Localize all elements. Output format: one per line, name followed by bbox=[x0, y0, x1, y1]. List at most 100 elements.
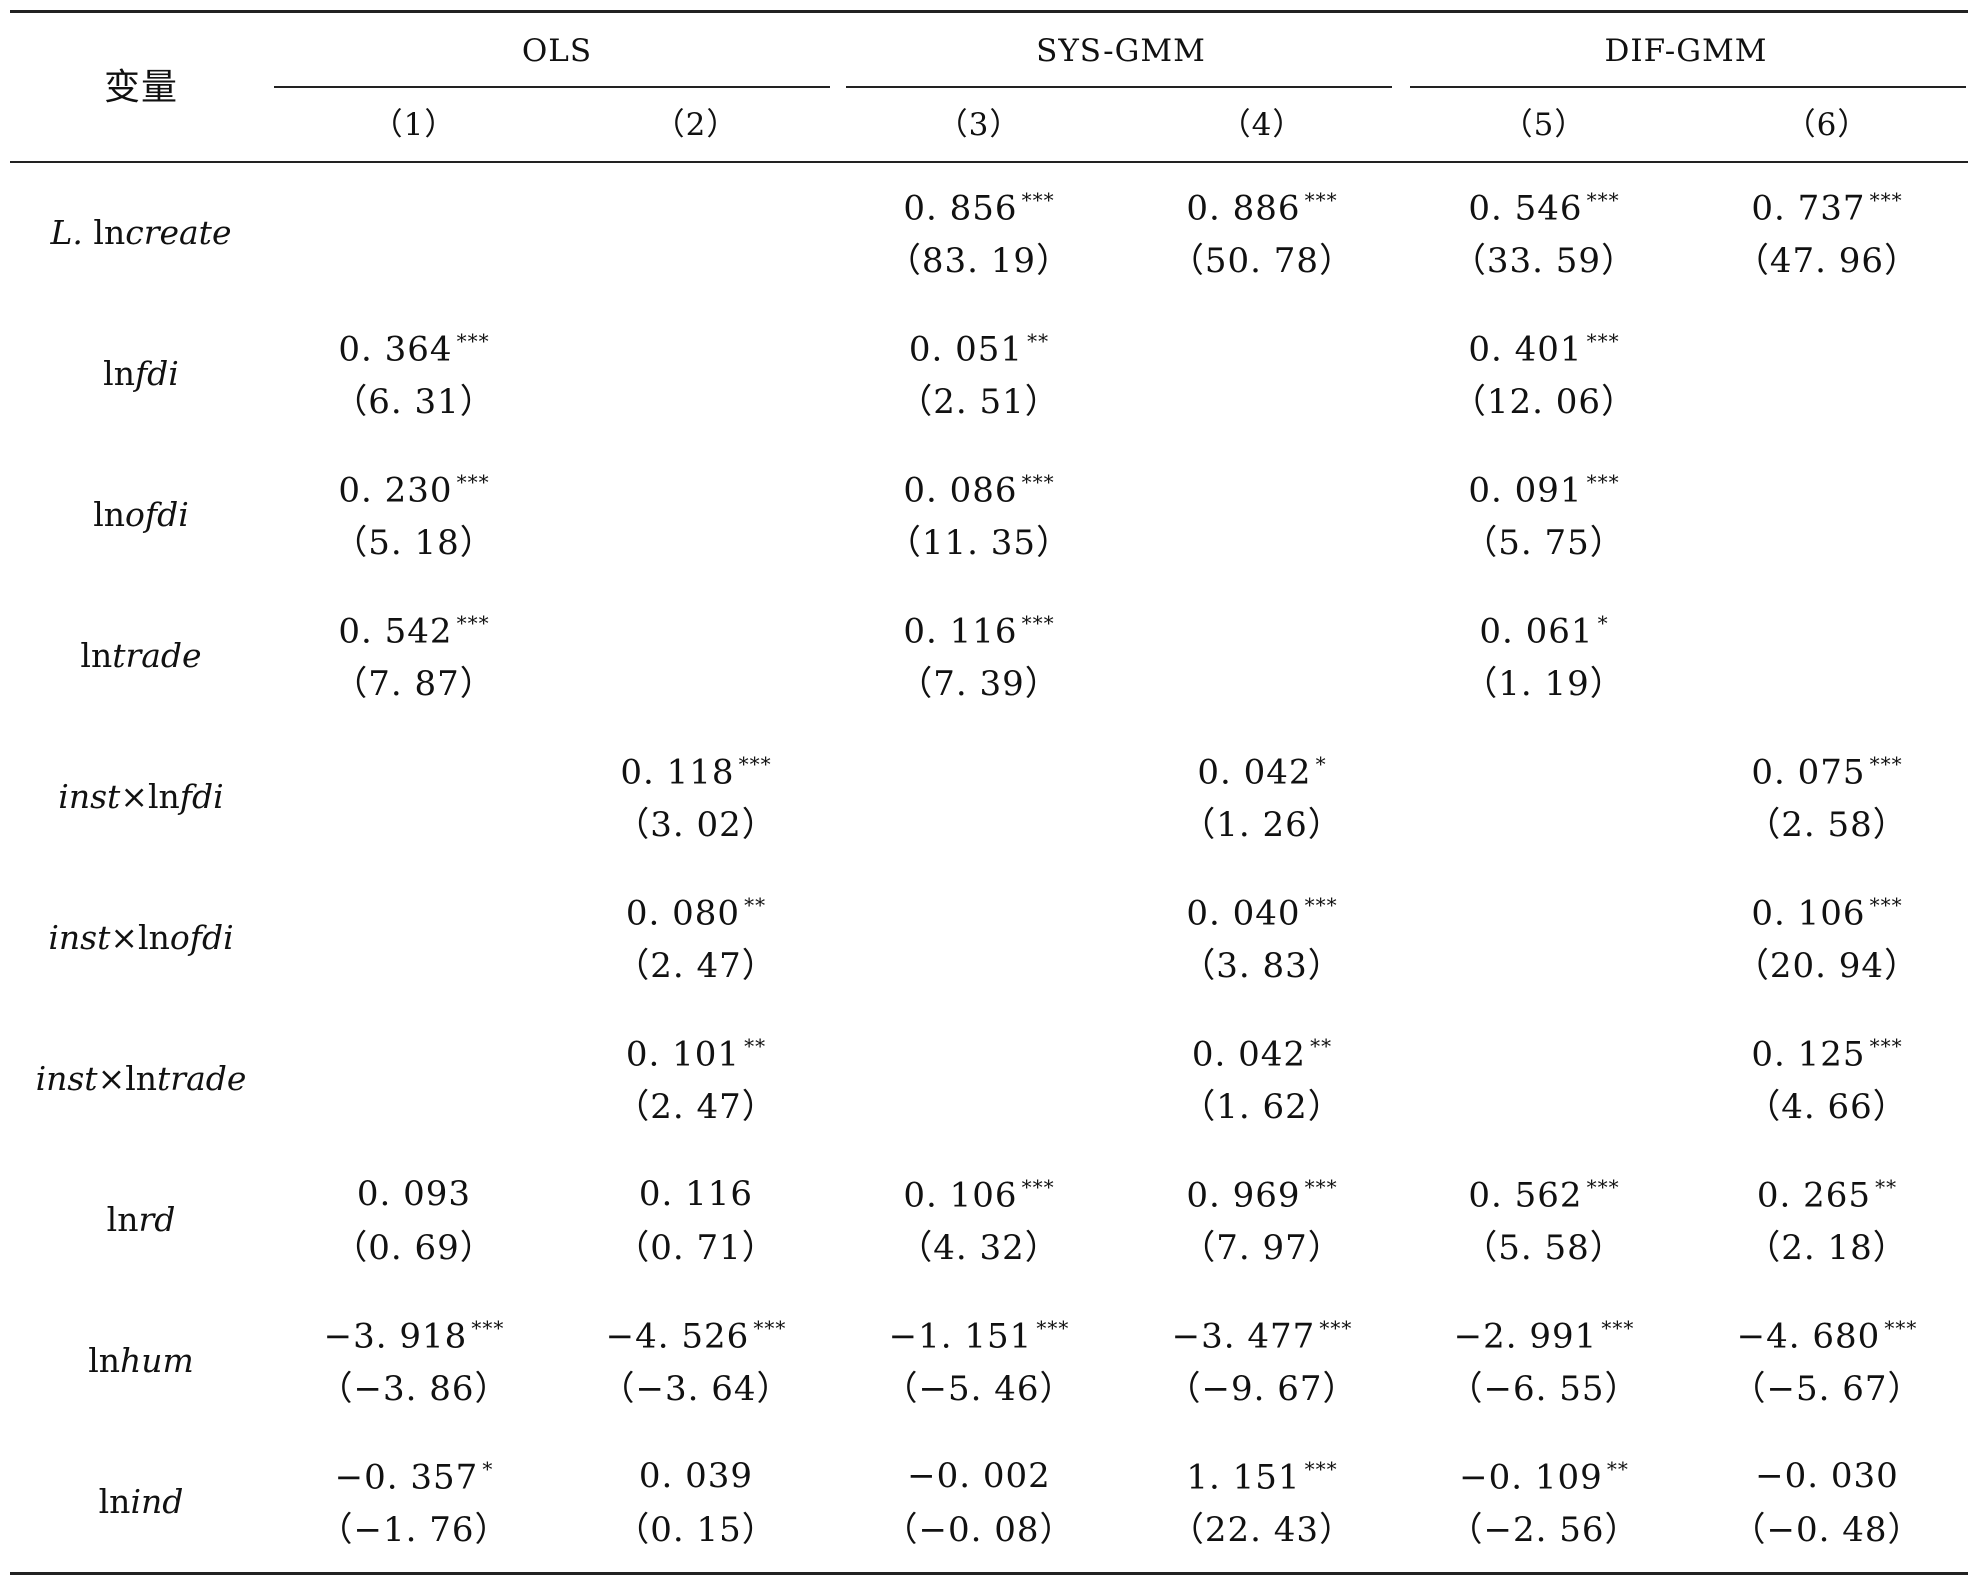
variable-label-part: fdi bbox=[134, 354, 179, 393]
significance-stars: *** bbox=[1601, 1316, 1635, 1340]
coefficient-cell: 0. 106 *** bbox=[1751, 895, 1902, 930]
t-statistic-cell: （6. 31） bbox=[333, 382, 495, 422]
t-statistic-cell: （2. 58） bbox=[1746, 805, 1908, 845]
coefficient-value: −0. 030 bbox=[1755, 1456, 1899, 1496]
coefficient-cell: 0. 091 *** bbox=[1468, 472, 1619, 507]
coefficient-cell: −0. 109 ** bbox=[1459, 1459, 1629, 1494]
coefficient-cell: 0. 230 *** bbox=[338, 472, 489, 507]
header-rule bbox=[10, 161, 1968, 163]
t-statistic-cell: （1. 26） bbox=[1181, 805, 1343, 845]
coefficient-value: 0. 230 bbox=[338, 470, 453, 511]
coefficient-cell: 0. 101 ** bbox=[626, 1036, 766, 1071]
coefficient-cell: −3. 918 *** bbox=[324, 1318, 505, 1353]
coefficient-cell: 0. 093 bbox=[357, 1177, 471, 1211]
variable-label-part: hum bbox=[120, 1341, 194, 1380]
t-statistic-cell: （−6. 55） bbox=[1448, 1369, 1640, 1409]
t-statistic-cell: （7. 97） bbox=[1181, 1228, 1343, 1268]
t-statistic-cell: （2. 47） bbox=[615, 946, 777, 986]
significance-stars: ** bbox=[744, 893, 767, 917]
variable-label-part: inst bbox=[35, 1059, 98, 1098]
t-statistic-cell: （5. 75） bbox=[1463, 523, 1625, 563]
variable-label-part: trade bbox=[112, 636, 202, 675]
row-variable-label: inst×lnofdi bbox=[0, 921, 282, 954]
significance-stars: *** bbox=[1304, 1175, 1338, 1199]
variable-label-part: ×ln bbox=[110, 918, 170, 957]
significance-stars: * bbox=[1315, 752, 1327, 776]
row-variable-label: lnofdi bbox=[0, 498, 282, 531]
coefficient-cell: 0. 116 *** bbox=[903, 613, 1054, 648]
group-header-sys-gmm: SYS-GMM bbox=[1036, 33, 1206, 69]
coefficient-value: 0. 106 bbox=[903, 1175, 1018, 1216]
coefficient-value: −2. 991 bbox=[1453, 1316, 1598, 1357]
coefficient-cell: 0. 969 *** bbox=[1186, 1177, 1337, 1212]
coefficient-cell: 0. 118 *** bbox=[620, 754, 771, 789]
t-statistic-cell: （0. 71） bbox=[615, 1228, 777, 1268]
row-variable-label: lnind bbox=[0, 1485, 282, 1518]
t-statistic-cell: （5. 18） bbox=[333, 523, 495, 563]
significance-stars: *** bbox=[456, 329, 490, 353]
significance-stars: *** bbox=[753, 1316, 787, 1340]
t-statistic-cell: （−1. 76） bbox=[318, 1510, 510, 1550]
coefficient-value: −3. 477 bbox=[1171, 1316, 1316, 1357]
coefficient-cell: 0. 080 ** bbox=[626, 895, 766, 930]
coefficient-cell: 0. 265 ** bbox=[1757, 1177, 1897, 1212]
t-statistic-cell: （4. 32） bbox=[898, 1228, 1060, 1268]
significance-stars: *** bbox=[1304, 188, 1338, 212]
variable-label-part: trade bbox=[157, 1059, 247, 1098]
variable-label-part: create bbox=[125, 213, 232, 252]
variable-label-part: ×ln bbox=[120, 777, 180, 816]
coefficient-cell: 0. 086 *** bbox=[903, 472, 1054, 507]
variable-label-part: ln bbox=[80, 636, 113, 675]
variable-label-part: ln bbox=[106, 1200, 139, 1239]
dif-gmm-group-rule bbox=[1410, 86, 1966, 88]
significance-stars: ** bbox=[1310, 1034, 1333, 1058]
t-statistic-cell: （11. 35） bbox=[886, 523, 1072, 563]
significance-stars: ** bbox=[1027, 329, 1050, 353]
coefficient-cell: 0. 886 *** bbox=[1186, 190, 1337, 225]
t-statistic-cell: （20. 94） bbox=[1734, 946, 1920, 986]
top-rule bbox=[10, 10, 1968, 13]
significance-stars: *** bbox=[1586, 188, 1620, 212]
coefficient-cell: −2. 991 *** bbox=[1454, 1318, 1635, 1353]
significance-stars: * bbox=[1597, 611, 1609, 635]
variable-label-part: ×ln bbox=[97, 1059, 158, 1098]
ols-group-rule bbox=[274, 86, 830, 88]
t-statistic-cell: （−5. 67） bbox=[1731, 1369, 1923, 1409]
coefficient-value: −3. 918 bbox=[323, 1316, 468, 1357]
coefficient-value: −0. 002 bbox=[907, 1456, 1051, 1496]
t-statistic-cell: （7. 39） bbox=[898, 664, 1060, 704]
coefficient-cell: 0. 106 *** bbox=[903, 1177, 1054, 1212]
t-statistic-cell: （−2. 56） bbox=[1448, 1510, 1640, 1550]
column-header-1: （1） bbox=[371, 107, 457, 143]
row-variable-label: lnhum bbox=[0, 1344, 282, 1377]
variable-label-part: ln bbox=[88, 1341, 120, 1380]
t-statistic-cell: （5. 58） bbox=[1463, 1228, 1625, 1268]
coefficient-value: 0. 969 bbox=[1186, 1175, 1301, 1216]
t-statistic-cell: （1. 19） bbox=[1463, 664, 1625, 704]
group-header-ols: OLS bbox=[521, 33, 593, 69]
variable-header: 变量 bbox=[103, 67, 178, 108]
coefficient-value: 0. 542 bbox=[338, 611, 453, 652]
coefficient-cell: 0. 039 bbox=[639, 1459, 753, 1493]
group-header-dif-gmm: DIF-GMM bbox=[1604, 33, 1768, 69]
coefficient-value: 0. 075 bbox=[1751, 752, 1866, 793]
t-statistic-cell: （0. 69） bbox=[333, 1228, 495, 1268]
coefficient-value: 0. 546 bbox=[1468, 188, 1583, 229]
coefficient-value: −0. 109 bbox=[1459, 1457, 1603, 1498]
t-statistic-cell: （47. 96） bbox=[1734, 241, 1920, 281]
significance-stars: *** bbox=[456, 470, 490, 494]
row-variable-label: inst×lntrade bbox=[0, 1062, 282, 1095]
coefficient-cell: −0. 002 bbox=[907, 1459, 1051, 1493]
variable-label-part: ln bbox=[93, 495, 126, 534]
coefficient-value: 0. 116 bbox=[903, 611, 1018, 652]
coefficient-cell: −4. 526 *** bbox=[606, 1318, 787, 1353]
variable-label-part: fdi bbox=[179, 777, 224, 816]
coefficient-cell: 0. 051 ** bbox=[909, 331, 1049, 366]
coefficient-value: 0. 401 bbox=[1468, 329, 1583, 370]
coefficient-value: 0. 091 bbox=[1468, 470, 1583, 511]
significance-stars: ** bbox=[744, 1034, 767, 1058]
row-variable-label: inst×lnfdi bbox=[0, 780, 282, 813]
coefficient-value: 0. 125 bbox=[1751, 1034, 1866, 1075]
significance-stars: *** bbox=[1319, 1316, 1353, 1340]
coefficient-cell: 0. 856 *** bbox=[903, 190, 1054, 225]
